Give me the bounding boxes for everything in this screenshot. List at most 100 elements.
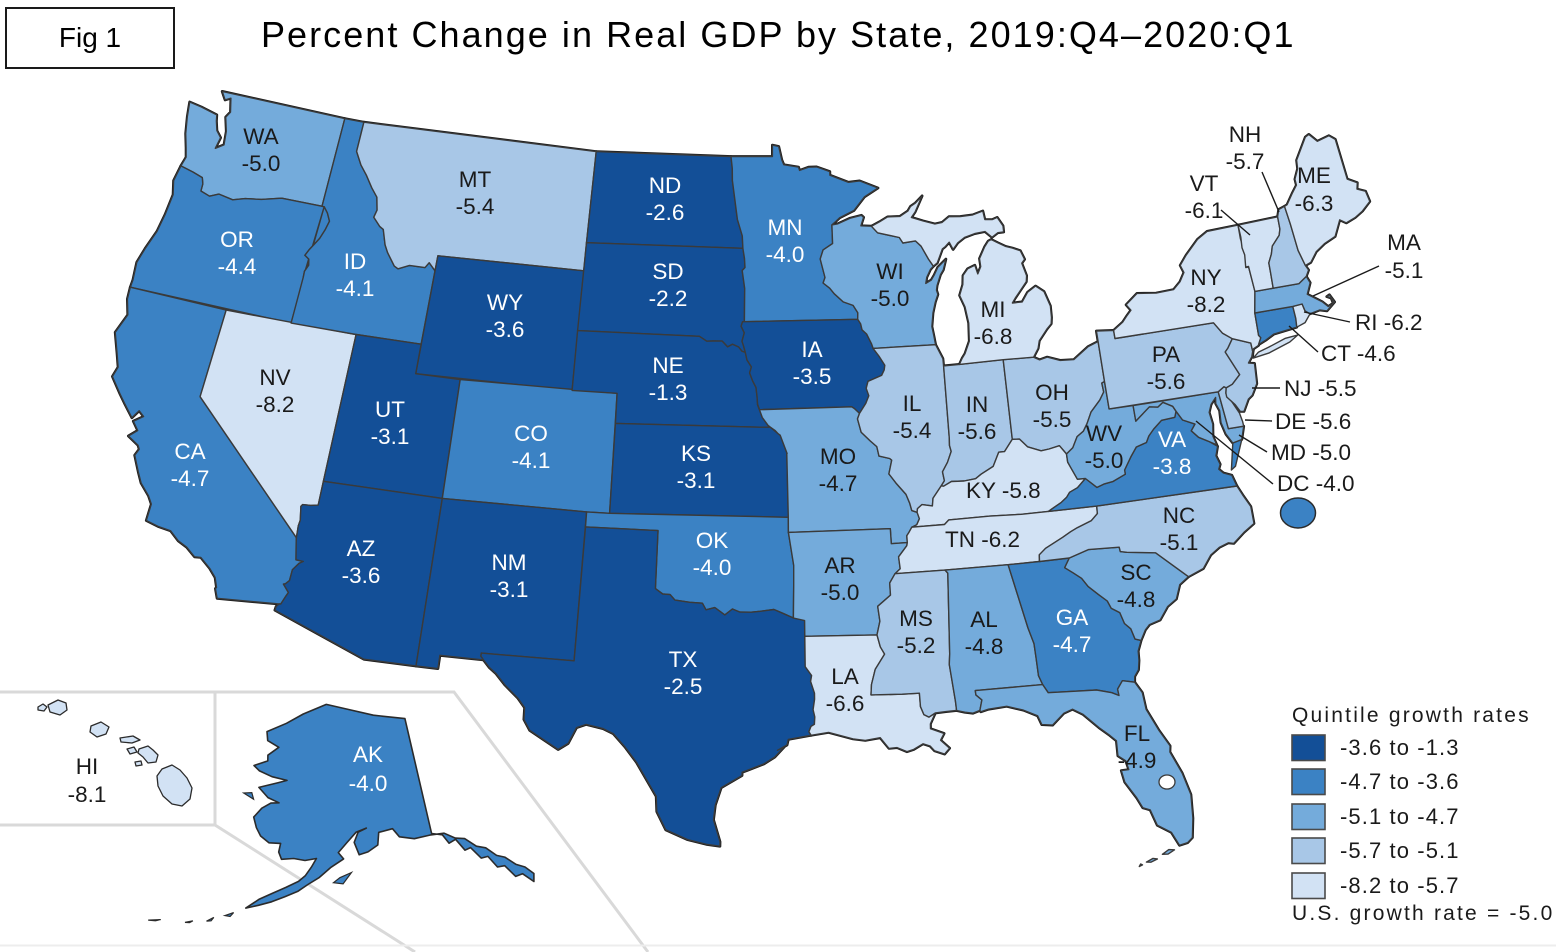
svg-text:NC: NC — [1163, 503, 1196, 528]
svg-text:-4.1: -4.1 — [336, 276, 375, 301]
svg-text:-5.1: -5.1 — [1385, 258, 1424, 283]
svg-text:MS: MS — [899, 606, 933, 631]
svg-text:KS: KS — [681, 441, 711, 466]
svg-text:-6.8: -6.8 — [974, 324, 1013, 349]
svg-text:-4.8: -4.8 — [1117, 587, 1156, 612]
svg-text:-3.6: -3.6 — [342, 563, 381, 588]
svg-text:IL: IL — [903, 391, 922, 416]
svg-text:-4.4: -4.4 — [218, 254, 257, 279]
svg-text:NY: NY — [1190, 265, 1221, 290]
svg-text:-3.6: -3.6 — [486, 317, 525, 342]
svg-text:OR: OR — [220, 227, 254, 252]
svg-text:-5.2: -5.2 — [897, 633, 936, 658]
svg-text:-5.5: -5.5 — [1033, 407, 1072, 432]
svg-text:-3.6 to -1.3: -3.6 to -1.3 — [1340, 735, 1460, 760]
svg-text:-4.9: -4.9 — [1118, 748, 1157, 773]
svg-text:-5.1: -5.1 — [1160, 530, 1199, 555]
svg-text:-6.3: -6.3 — [1295, 191, 1334, 216]
svg-text:GA: GA — [1056, 605, 1089, 630]
svg-text:-3.8: -3.8 — [1153, 454, 1192, 479]
svg-text:HI: HI — [76, 754, 99, 779]
svg-text:-5.0: -5.0 — [242, 151, 281, 176]
svg-text:-4.0: -4.0 — [349, 771, 388, 796]
svg-text:U.S. growth rate = -5.0: U.S. growth rate = -5.0 — [1292, 902, 1554, 925]
svg-text:WY: WY — [487, 290, 523, 315]
svg-text:-4.1: -4.1 — [512, 448, 551, 473]
svg-text:-8.2 to -5.7: -8.2 to -5.7 — [1340, 873, 1460, 898]
svg-text:-5.1 to -4.7: -5.1 to -4.7 — [1340, 804, 1460, 829]
svg-text:SC: SC — [1120, 560, 1151, 585]
svg-text:MA: MA — [1387, 230, 1421, 255]
svg-text:-4.8: -4.8 — [965, 634, 1004, 659]
svg-text:-8.2: -8.2 — [256, 392, 295, 417]
svg-text:AL: AL — [970, 607, 998, 632]
svg-text:WI: WI — [876, 259, 904, 284]
svg-text:NH: NH — [1229, 122, 1262, 147]
svg-text:-6.6: -6.6 — [826, 691, 865, 716]
svg-text:-8.1: -8.1 — [68, 782, 107, 807]
svg-text:NE: NE — [652, 353, 683, 378]
svg-text:OH: OH — [1035, 380, 1069, 405]
svg-text:VT: VT — [1190, 171, 1219, 196]
svg-text:ND: ND — [649, 173, 682, 198]
svg-text:-5.6: -5.6 — [958, 419, 997, 444]
svg-text:-4.7: -4.7 — [171, 466, 210, 491]
svg-text:VA: VA — [1158, 427, 1186, 452]
svg-text:Fig 1: Fig 1 — [59, 22, 121, 53]
svg-text:-4.7: -4.7 — [1053, 632, 1092, 657]
svg-text:-5.4: -5.4 — [456, 194, 495, 219]
svg-text:Percent Change in Real GDP by: Percent Change in Real GDP by State, 201… — [261, 14, 1296, 55]
svg-text:-3.1: -3.1 — [677, 468, 716, 493]
svg-text:-5.0: -5.0 — [871, 286, 910, 311]
svg-text:WA: WA — [243, 124, 278, 149]
svg-text:-1.3: -1.3 — [649, 380, 688, 405]
svg-text:NV: NV — [259, 365, 290, 390]
svg-text:DC -4.0: DC -4.0 — [1277, 471, 1355, 496]
svg-text:TX: TX — [669, 647, 698, 672]
svg-text:NJ -5.5: NJ -5.5 — [1284, 376, 1357, 401]
svg-text:AR: AR — [824, 553, 855, 578]
svg-text:-5.0: -5.0 — [821, 580, 860, 605]
svg-text:FL: FL — [1124, 721, 1150, 746]
svg-text:RI -6.2: RI -6.2 — [1355, 310, 1423, 335]
svg-text:IN: IN — [966, 392, 989, 417]
svg-text:PA: PA — [1152, 342, 1180, 367]
svg-text:-4.0: -4.0 — [693, 555, 732, 580]
svg-text:-3.1: -3.1 — [371, 424, 410, 449]
svg-text:MD -5.0: MD -5.0 — [1271, 440, 1351, 465]
svg-text:MN: MN — [768, 215, 803, 240]
svg-text:AK: AK — [353, 742, 383, 767]
svg-text:MI: MI — [981, 297, 1006, 322]
svg-text:AZ: AZ — [347, 536, 376, 561]
svg-text:ID: ID — [344, 249, 367, 274]
svg-text:-6.1: -6.1 — [1185, 198, 1224, 223]
svg-text:KY -5.8: KY -5.8 — [966, 478, 1041, 503]
svg-text:-4.7 to -3.6: -4.7 to -3.6 — [1340, 769, 1460, 794]
svg-text:IA: IA — [801, 337, 822, 362]
svg-text:-2.5: -2.5 — [664, 674, 703, 699]
svg-text:Quintile growth rates: Quintile growth rates — [1292, 704, 1531, 727]
svg-text:-3.1: -3.1 — [490, 577, 529, 602]
svg-text:CA: CA — [174, 439, 205, 464]
svg-text:WV: WV — [1086, 421, 1122, 446]
svg-text:SD: SD — [652, 259, 683, 284]
svg-text:-5.0: -5.0 — [1085, 448, 1124, 473]
svg-text:-5.4: -5.4 — [893, 418, 932, 443]
svg-text:DE -5.6: DE -5.6 — [1275, 409, 1351, 434]
svg-text:NM: NM — [492, 550, 527, 575]
svg-text:UT: UT — [375, 397, 405, 422]
svg-text:-4.7: -4.7 — [819, 471, 858, 496]
svg-text:-4.0: -4.0 — [766, 242, 805, 267]
svg-text:TN -6.2: TN -6.2 — [945, 527, 1020, 552]
svg-text:ME: ME — [1297, 163, 1331, 188]
svg-text:-5.7: -5.7 — [1226, 149, 1265, 174]
svg-text:-5.7 to -5.1: -5.7 to -5.1 — [1340, 838, 1460, 863]
svg-text:MO: MO — [820, 444, 856, 469]
svg-text:CO: CO — [514, 421, 548, 446]
svg-text:-5.6: -5.6 — [1147, 369, 1186, 394]
svg-text:-8.2: -8.2 — [1187, 292, 1226, 317]
svg-text:-2.2: -2.2 — [649, 286, 688, 311]
svg-text:-3.5: -3.5 — [793, 364, 832, 389]
svg-text:LA: LA — [831, 664, 859, 689]
svg-text:-2.6: -2.6 — [646, 200, 685, 225]
